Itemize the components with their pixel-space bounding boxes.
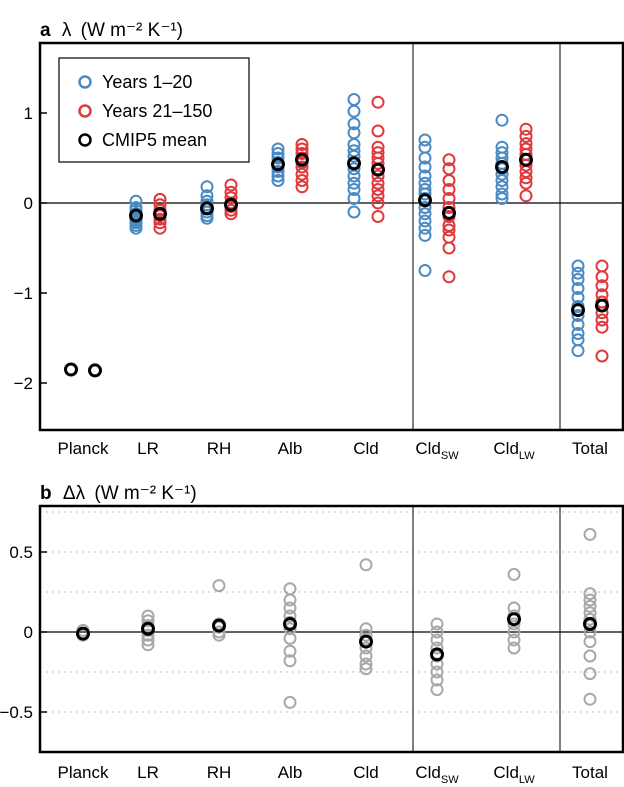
point-years-21-150 (444, 243, 455, 254)
panel-a-xtick-label-cld: Cld (353, 439, 379, 458)
point-years-1-20 (420, 142, 431, 153)
panel-a-yticks: 1 0 −1 −2 (14, 104, 47, 393)
point-delta-model (585, 668, 596, 679)
panel-b-xtick-label-rh: RH (207, 763, 232, 782)
panel-b-xtick-label-cld-lw: CldLW (493, 763, 535, 786)
legend: Years 1–20 Years 21–150 CMIP5 mean (59, 58, 249, 162)
point-years-1-20 (420, 230, 431, 241)
point-years-21-150 (444, 271, 455, 282)
legend-label-years-1-20: Years 1–20 (102, 72, 192, 92)
point-years-1-20 (349, 207, 360, 218)
point-cmip5-mean-early (66, 364, 77, 375)
panel-b-ytick-label: 0 (24, 623, 33, 642)
panel-a-ytick-label: −2 (14, 374, 33, 393)
panel-b-grid (40, 512, 623, 712)
point-years-1-20 (349, 106, 360, 117)
point-years-21-150 (597, 322, 608, 333)
panel-b: 0.5 0 −0.5 (0, 506, 623, 752)
panel-b-frame (40, 506, 623, 752)
point-delta-model (214, 580, 225, 591)
panel-a-xtick-label-lr: LR (137, 439, 159, 458)
panel-b-letter: b (40, 483, 52, 504)
point-years-21-150 (521, 190, 532, 201)
panel-a-xtick-label-total: Total (572, 439, 608, 458)
point-years-21-150 (597, 351, 608, 362)
panel-a-ytick-label: 1 (24, 104, 33, 123)
point-delta-model (585, 651, 596, 662)
panel-b-title: b Δλ (W m⁻² K⁻¹) (40, 483, 197, 504)
panel-b-symbol: Δλ (63, 483, 86, 504)
point-years-21-150 (373, 126, 384, 137)
panel-b-xtick-label-alb: Alb (278, 763, 303, 782)
point-years-1-20 (497, 115, 508, 126)
point-delta-model (285, 697, 296, 708)
legend-label-cmip5-mean: CMIP5 mean (102, 130, 207, 150)
legend-label-years-21-150: Years 21–150 (102, 101, 212, 121)
panel-b-ytick-label: 0.5 (9, 543, 33, 562)
panel-a-unit: (W m⁻² K⁻¹) (81, 20, 183, 41)
panel-b-xtick-label-cld: Cld (353, 763, 379, 782)
panel-a-xticks: Planck LR RH Alb Cld CldSW CldLW Total (57, 439, 607, 462)
panel-b-points (78, 529, 596, 708)
point-delta-model (585, 529, 596, 540)
panel-a-symbol: λ (62, 20, 72, 41)
panel-b-xtick-label-planck: Planck (57, 763, 109, 782)
panel-b-unit: (W m⁻² K⁻¹) (94, 483, 196, 504)
point-delta-model (361, 559, 372, 570)
panel-a-xtick-label-cld-sw: CldSW (415, 439, 459, 462)
point-years-21-150 (373, 97, 384, 108)
panel-a-title: a λ (W m⁻² K⁻¹) (40, 20, 183, 41)
panel-a-xtick-label-rh: RH (207, 439, 232, 458)
panel-a-xtick-label-alb: Alb (278, 439, 303, 458)
point-years-1-20 (420, 265, 431, 276)
panel-b-xtick-label-lr: LR (137, 763, 159, 782)
panel-b-ytick-label: −0.5 (0, 703, 33, 722)
point-delta-model (585, 694, 596, 705)
point-years-1-20 (573, 345, 584, 356)
point-delta-model (509, 643, 520, 654)
point-years-21-150 (597, 261, 608, 272)
point-years-1-20 (349, 94, 360, 105)
panel-a-xtick-label-cld-lw: CldLW (493, 439, 535, 462)
point-delta-model (509, 569, 520, 580)
panel-b-xtick-label-cld-sw: CldSW (415, 763, 459, 786)
panel-b-xtick-label-total: Total (572, 763, 608, 782)
panel-a-xtick-label-planck: Planck (57, 439, 109, 458)
panel-a-letter: a (40, 20, 51, 41)
point-delta-model (285, 583, 296, 594)
point-years-21-150 (373, 211, 384, 222)
point-years-21-150 (444, 232, 455, 243)
panel-a-ytick-label: 0 (24, 194, 33, 213)
panel-b-xticks: Planck LR RH Alb Cld CldSW CldLW Total (57, 763, 607, 786)
panel-a-ytick-label: −1 (14, 284, 33, 303)
point-cmip5-mean-late (90, 365, 101, 376)
